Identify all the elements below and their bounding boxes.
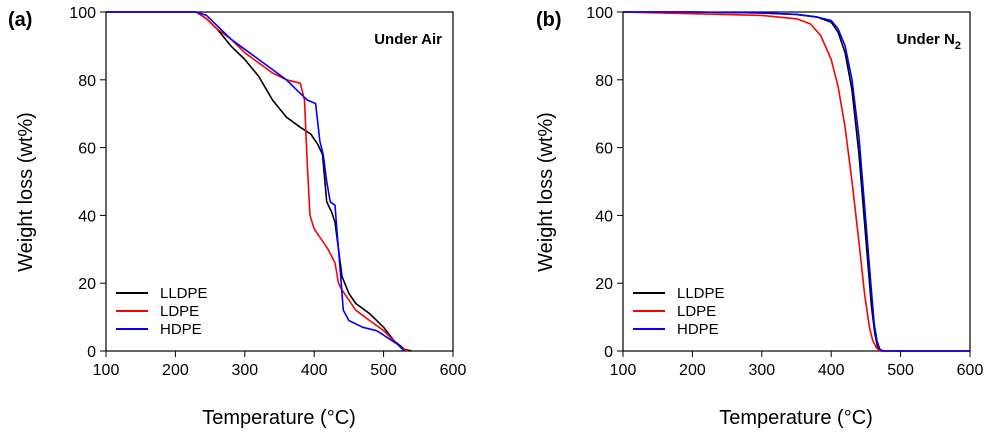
plot-area-a: 100 200 300 400 500 600 0 20 40 60 80 100 LLDPELDPEH… xyxy=(69,5,466,379)
y-tick-label-b: 100 xyxy=(586,5,613,22)
plot-frame-a xyxy=(105,11,454,352)
y-tick-label-b: 0 xyxy=(604,344,613,361)
panel-a: (a) 100 200 300 400 500 600 0 20 40 60 80 100 LLDPEL… xyxy=(8,5,466,429)
series-line-lldpe-b xyxy=(623,11,970,352)
y-tick-label-b: 60 xyxy=(595,141,613,158)
y-tick-label-a: 100 xyxy=(69,5,96,22)
legend-label-hdpe-b: HDPE xyxy=(677,321,719,338)
legend-label-hdpe-a: HDPE xyxy=(160,321,202,338)
x-tick-label-a: 300 xyxy=(231,362,258,379)
series-line-ldpe-b xyxy=(622,11,970,352)
y-tick-label-b: 20 xyxy=(595,276,613,293)
panel-label-a: (a) xyxy=(8,9,32,31)
x-tick-label-a: 100 xyxy=(93,362,120,379)
x-tick-label-b: 200 xyxy=(679,362,706,379)
x-tick-label-a: 200 xyxy=(162,362,189,379)
y-tick-label-a: 0 xyxy=(87,344,96,361)
series-line-lldpe-a xyxy=(106,11,412,352)
legend-label-lldpe-a: LLDPE xyxy=(160,285,208,302)
y-tick-label-a: 60 xyxy=(78,141,96,158)
y-axis-title-a: Weight loss (wt%) xyxy=(15,112,37,272)
annotation-air: Under Air xyxy=(374,31,442,48)
legend-label-ldpe-a: LDPE xyxy=(160,303,199,320)
x-tick-label-b: 100 xyxy=(610,362,637,379)
series-line-hdpe-a xyxy=(106,11,405,352)
plot-area-b: 100 200 300 400 500 600 0 20 40 60 80 100 LLDPELDPEH… xyxy=(586,5,983,379)
plot-frame-b xyxy=(622,11,971,352)
y-tick-label-a: 80 xyxy=(78,73,96,90)
x-axis-title-a: Temperature (°C) xyxy=(202,407,356,429)
y-tick-label-b: 40 xyxy=(595,208,613,225)
x-tick-label-a: 500 xyxy=(370,362,397,379)
y-axis-title-b: Weight loss (wt%) xyxy=(535,112,557,272)
legend-label-ldpe-b: LDPE xyxy=(677,303,716,320)
x-tick-label-b: 600 xyxy=(957,362,984,379)
x-axis-title-b: Temperature (°C) xyxy=(719,407,873,429)
x-tick-label-b: 300 xyxy=(748,362,775,379)
annotation-n2: Under N2 xyxy=(897,31,961,52)
panel-label-b: (b) xyxy=(536,9,562,31)
series-line-hdpe-b xyxy=(623,11,970,352)
y-tick-label-b: 80 xyxy=(595,73,613,90)
annotation-n2-subscript: 2 xyxy=(955,40,961,52)
panel-b: (b) 100 200 300 400 500 600 0 20 40 60 80 100 LLDPEL… xyxy=(535,5,983,429)
legend-label-lldpe-b: LLDPE xyxy=(677,285,725,302)
series-line-ldpe-a xyxy=(106,11,409,352)
x-tick-label-a: 600 xyxy=(440,362,467,379)
y-tick-label-a: 20 xyxy=(78,276,96,293)
y-tick-label-a: 40 xyxy=(78,208,96,225)
annotation-n2-main: Under N xyxy=(897,31,955,48)
x-tick-label-a: 400 xyxy=(301,362,328,379)
x-tick-label-b: 500 xyxy=(887,362,914,379)
x-tick-label-b: 400 xyxy=(818,362,845,379)
